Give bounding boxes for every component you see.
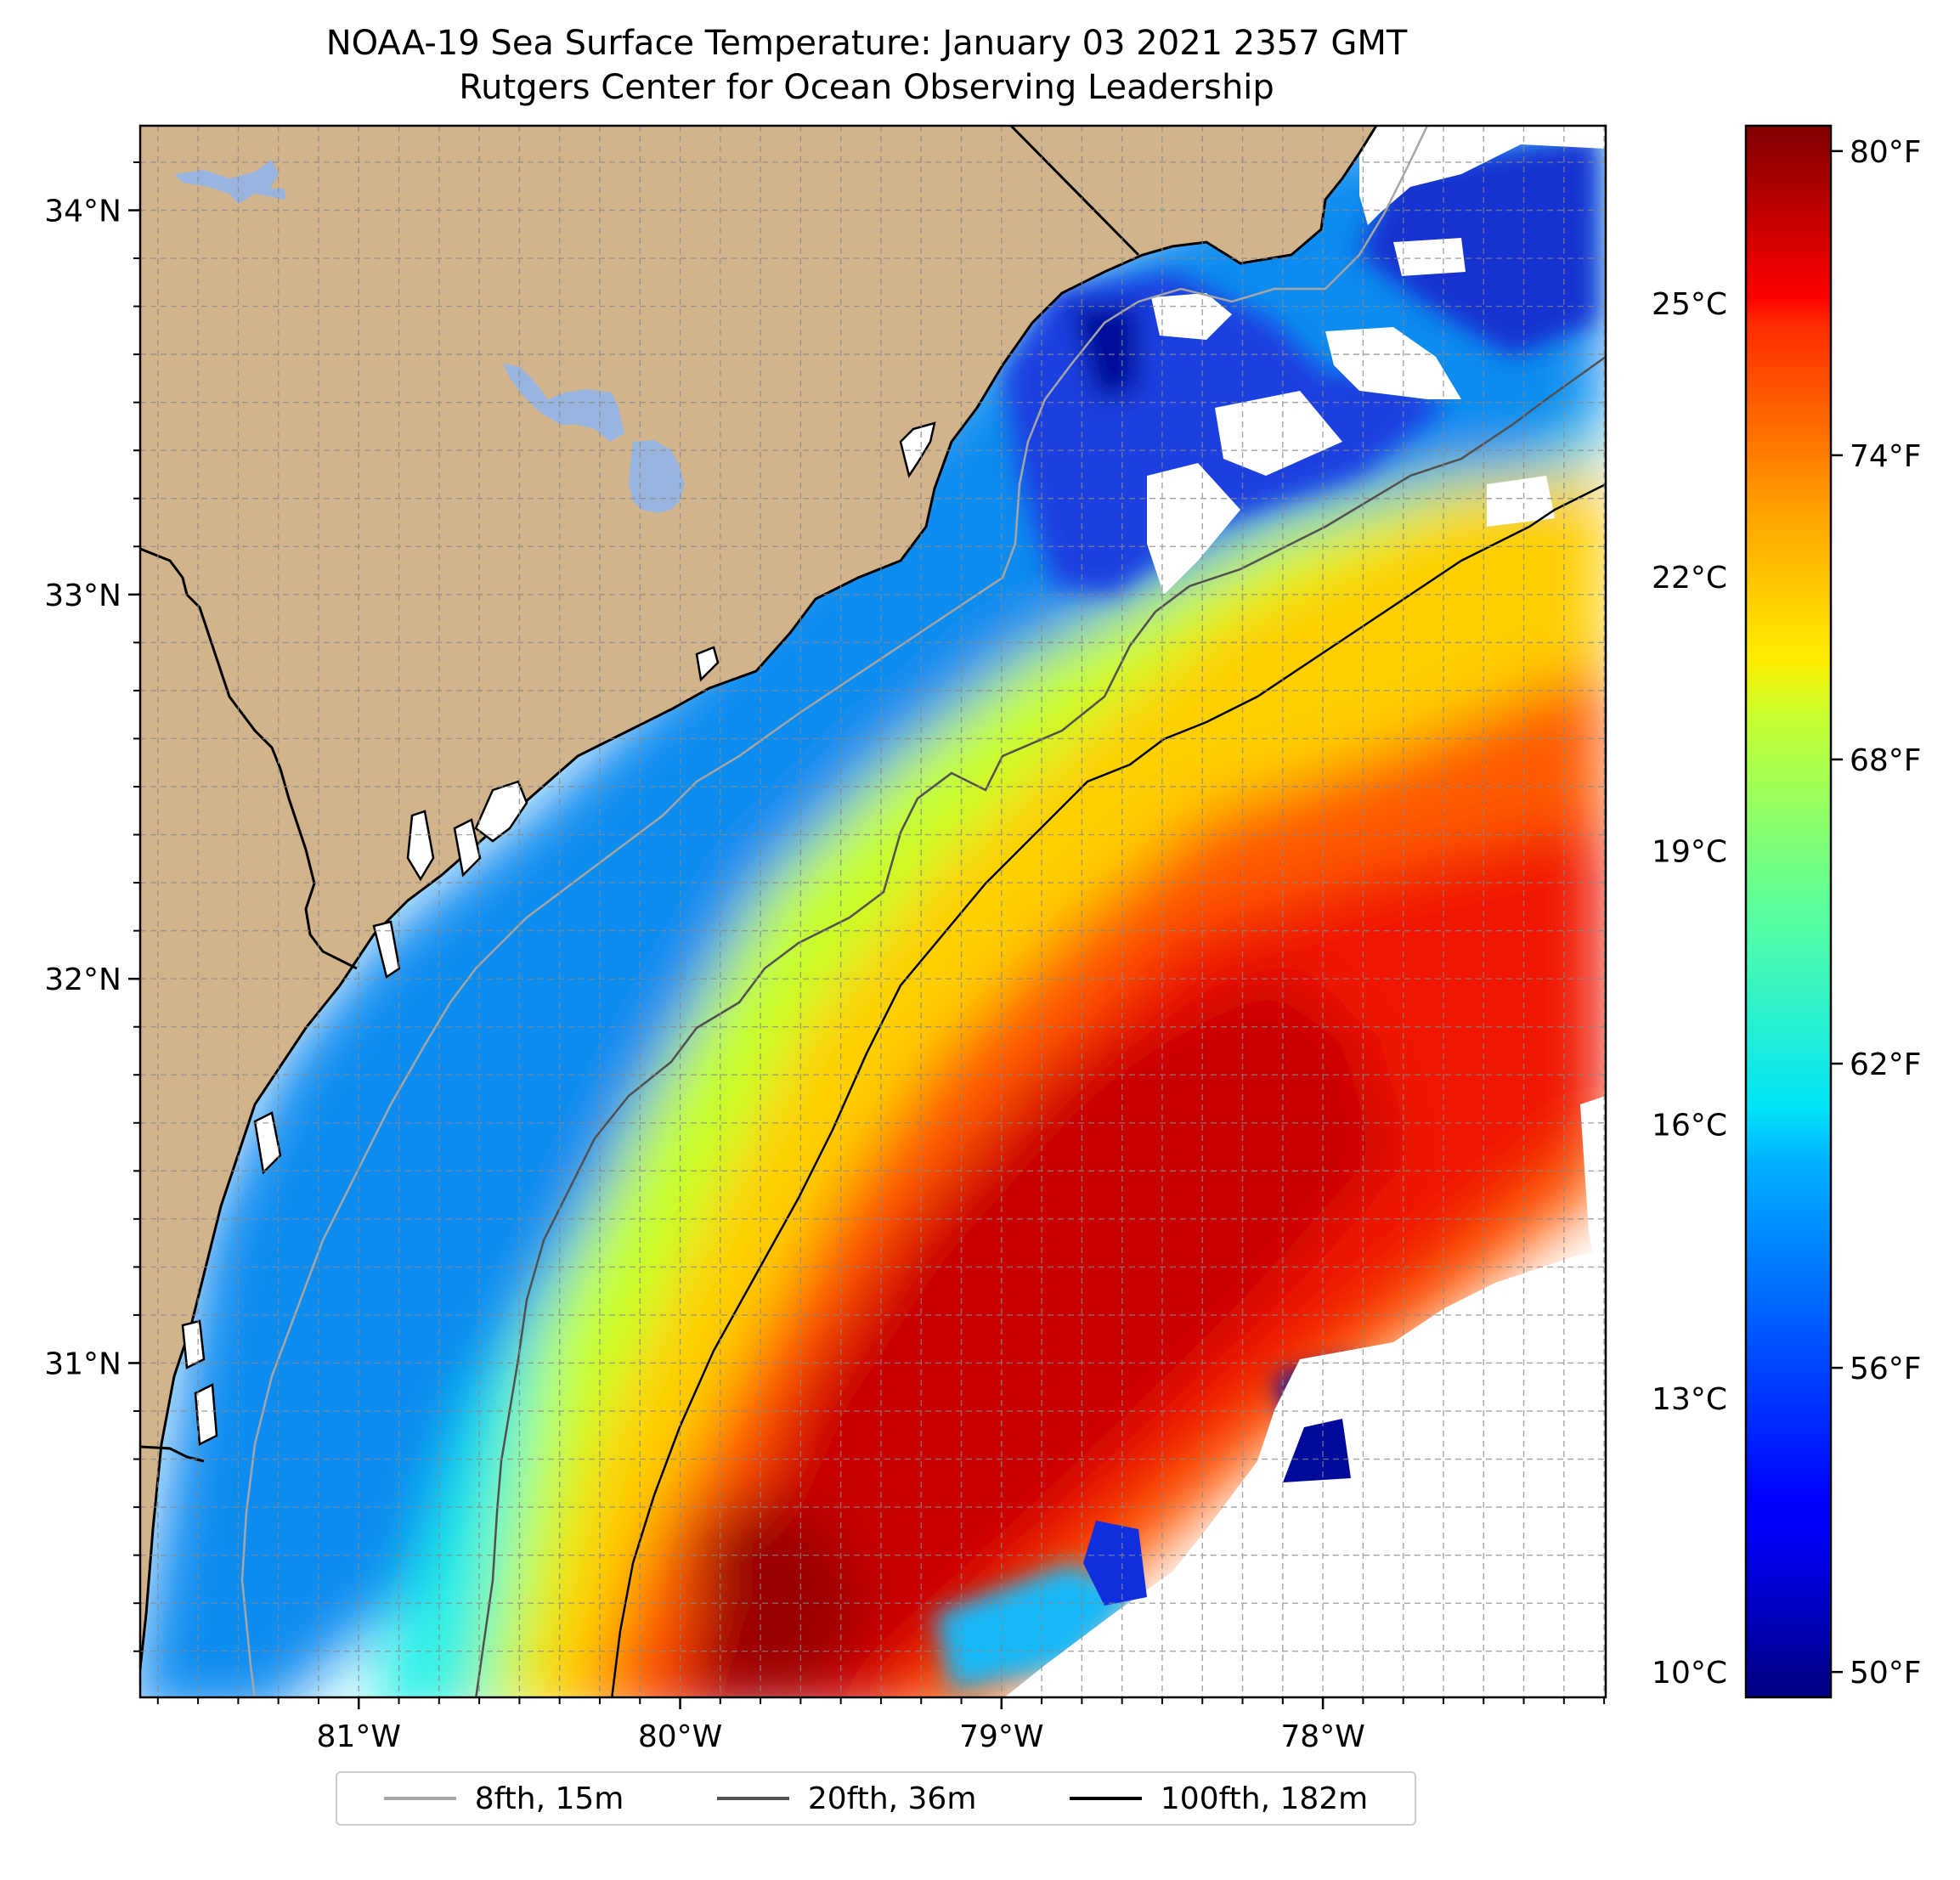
colorbar-c-label: 19°C xyxy=(1652,834,1727,869)
lat-tick-label: 33°N xyxy=(44,579,121,613)
legend-label-8fth: 8fth, 15m xyxy=(474,1781,624,1816)
lon-tick-label: 81°W xyxy=(317,1719,401,1754)
colorbar-c-label: 13°C xyxy=(1652,1382,1727,1417)
lon-tick-label: 80°W xyxy=(638,1719,722,1754)
colorbar-axes: 50°F 56°F 62°F 68°F 74°F 80°F 10°C 13°C 16°C 19°C… xyxy=(1652,135,1921,1691)
map-frame xyxy=(138,124,1607,1699)
colorbar-f-label: 56°F xyxy=(1850,1352,1922,1386)
legend-swatch-100fth xyxy=(1069,1797,1142,1800)
lat-tick-label: 32°N xyxy=(44,963,121,997)
map-axes: 34°N 33°N 32°N 31°N 81°W 80°W 79°W 78°W xyxy=(44,161,1606,1754)
lon-tick-label: 79°W xyxy=(959,1719,1043,1754)
colorbar-f-label: 62°F xyxy=(1850,1047,1922,1082)
colorbar-c-label: 22°C xyxy=(1652,561,1727,596)
legend-item-8fth: 8fth, 15m xyxy=(383,1781,624,1816)
lat-tick-label: 31°N xyxy=(44,1346,121,1381)
colorbar-f-label: 74°F xyxy=(1850,439,1922,474)
isobaths xyxy=(240,126,1606,1697)
colorbar-c-label: 25°C xyxy=(1652,287,1727,322)
map-subtitle: Rutgers Center for Ocean Observing Leade… xyxy=(459,68,1274,107)
colorbar-f-label: 80°F xyxy=(1850,135,1922,170)
colorbar-c-label: 10°C xyxy=(1652,1656,1727,1691)
colorbar-f-label: 68°F xyxy=(1850,743,1922,778)
land xyxy=(140,126,1378,1680)
legend-item-100fth: 100fth, 182m xyxy=(1069,1781,1369,1816)
legend-item-20fth: 20fth, 36m xyxy=(716,1781,977,1816)
map-title: NOAA-19 Sea Surface Temperature: January… xyxy=(325,24,1408,63)
lat-tick-label: 34°N xyxy=(44,195,121,229)
colorbar xyxy=(1744,124,1833,1699)
lon-tick-label: 78°W xyxy=(1280,1719,1364,1754)
colorbar-c-label: 16°C xyxy=(1652,1109,1727,1143)
legend-swatch-20fth xyxy=(716,1797,789,1800)
nodata-cold-spots xyxy=(1083,1419,1351,1606)
gridlines xyxy=(140,126,1606,1697)
colorbar-f-label: 50°F xyxy=(1850,1656,1922,1691)
legend-label-100fth: 100fth, 182m xyxy=(1160,1781,1369,1816)
legend-swatch-8fth xyxy=(383,1797,456,1800)
map-panel[interactable] xyxy=(127,119,1606,1716)
estuaries xyxy=(181,421,936,1446)
isobath-legend: 8fth, 15m 20fth, 36m 100fth, 182m xyxy=(336,1771,1416,1826)
legend-label-20fth: 20fth, 36m xyxy=(807,1781,977,1816)
sst-field xyxy=(140,126,1606,1697)
